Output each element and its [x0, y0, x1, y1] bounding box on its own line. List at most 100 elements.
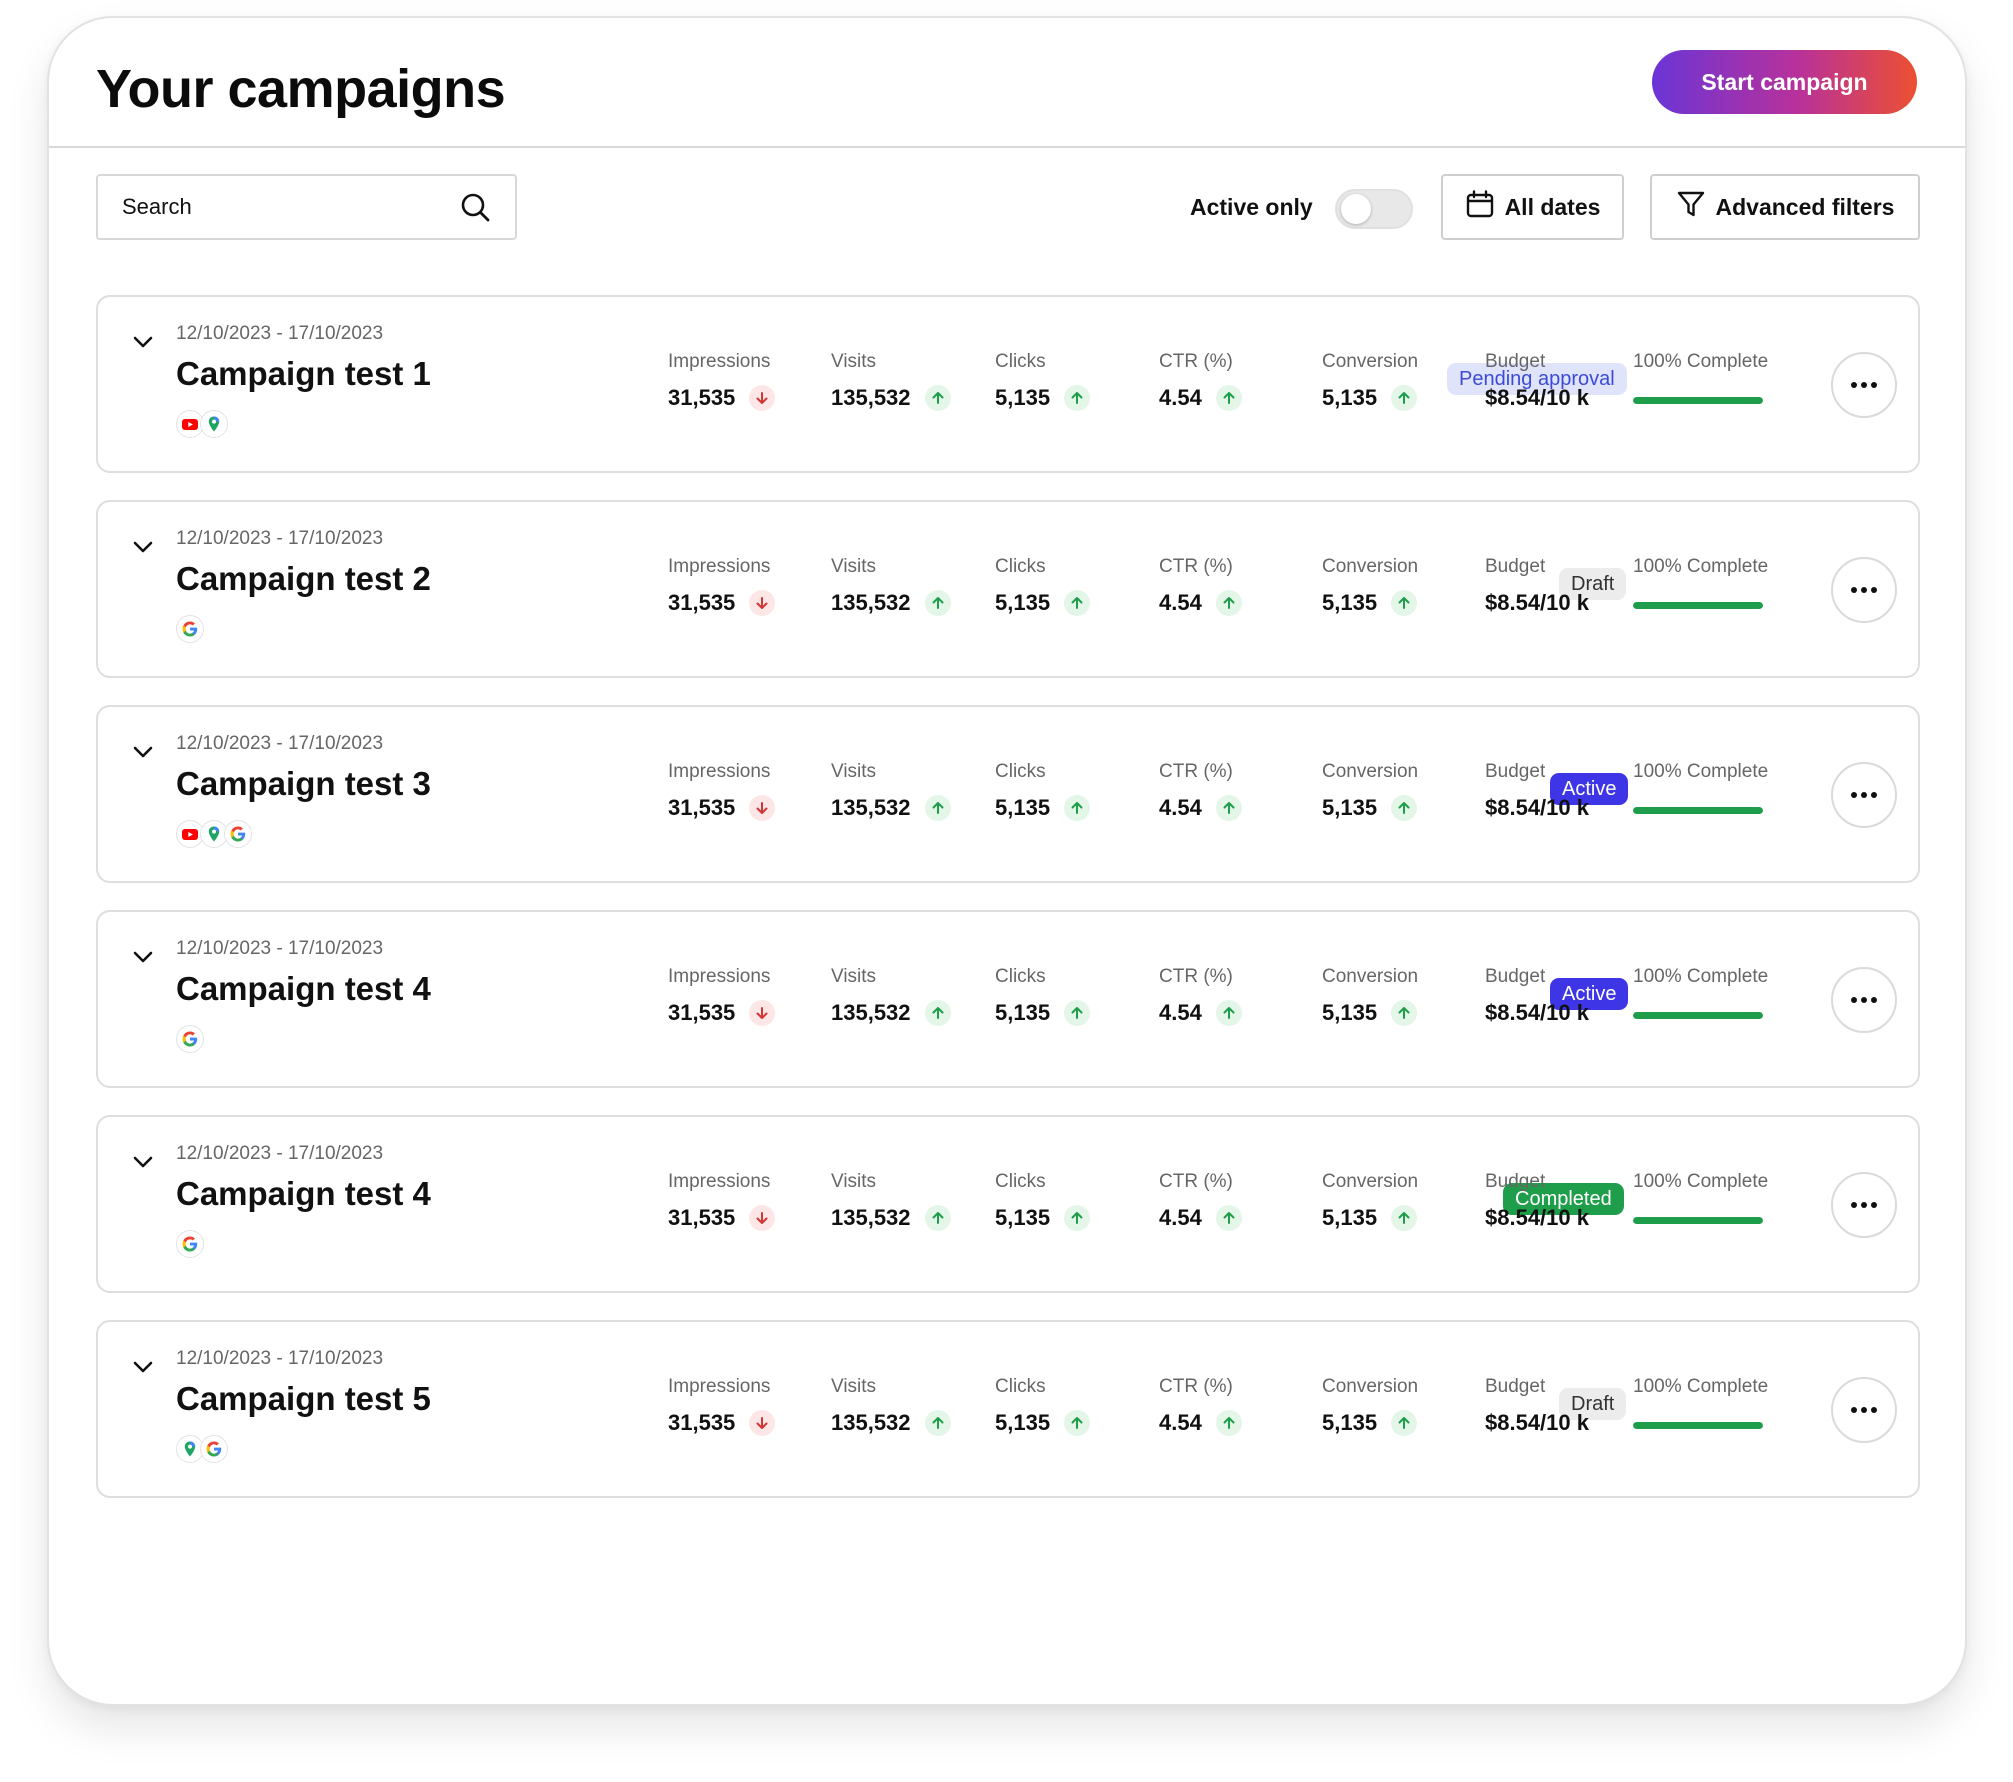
metric-label: Impressions [668, 761, 771, 782]
metric-label: Conversion [1322, 351, 1419, 372]
metric-value: 5,135 [995, 1000, 1091, 1026]
status-badge: Draft [1559, 1388, 1627, 1420]
campaign-card[interactable]: 12/10/2023 - 17/10/2023 Campaign test 4 Ac… [96, 910, 1920, 1088]
progress-block: 100% Complete [1633, 1376, 1768, 1429]
trend-up-arrow-icon [1215, 795, 1242, 821]
metric-label: Clicks [995, 351, 1046, 372]
campaign-card[interactable]: 12/10/2023 - 17/10/2023 Campaign test 1 Pe… [96, 295, 1920, 473]
metric-number: 31,535 [668, 590, 736, 615]
metric-value: 5,135 [1322, 1410, 1418, 1436]
campaign-card[interactable]: 12/10/2023 - 17/10/2023 Campaign test 3 Ac… [96, 705, 1920, 883]
metric-value: 5,135 [1322, 1000, 1418, 1026]
all-dates-button[interactable]: All dates [1441, 174, 1624, 240]
start-campaign-button[interactable]: Start campaign [1652, 50, 1917, 114]
campaign-card[interactable]: 12/10/2023 - 17/10/2023 Campaign test 2 Dr… [96, 500, 1920, 678]
metric-label: Clicks [995, 966, 1046, 987]
metric-value: 135,532 [831, 795, 951, 821]
page-title: Your campaigns [96, 59, 506, 119]
campaign-date-range: 12/10/2023 - 17/10/2023 [176, 1348, 384, 1369]
channel-icons [176, 410, 228, 438]
expand-chevron-icon[interactable] [128, 942, 158, 972]
status-badge: Active [1550, 773, 1629, 805]
search-icon[interactable] [459, 191, 491, 223]
status-badge: Active [1550, 978, 1629, 1010]
trend-down-arrow-icon [749, 1205, 776, 1231]
progress-bar [1633, 1217, 1763, 1224]
metric-label: Conversion [1322, 1171, 1419, 1192]
expand-chevron-icon[interactable] [128, 1352, 158, 1382]
active-only-toggle[interactable] [1335, 189, 1413, 229]
metric-number: 5,135 [995, 1410, 1051, 1435]
metric-impressions: Impressions 31,535 [668, 1171, 776, 1231]
page-header: Your campaigns Start campaign [49, 18, 1965, 148]
metric-label: CTR (%) [1159, 1376, 1233, 1397]
metric-number: 4.54 [1159, 1410, 1202, 1435]
trend-up-arrow-icon [1391, 590, 1418, 616]
campaign-name: Campaign test 4 [176, 1175, 431, 1212]
metric-clicks: Clicks 5,135 [995, 1171, 1091, 1231]
expand-chevron-icon[interactable] [128, 327, 158, 357]
metric-number: 135,532 [831, 1000, 911, 1025]
metric-number: 5,135 [995, 795, 1051, 820]
more-options-button[interactable] [1831, 557, 1897, 623]
progress-fill [1633, 1422, 1763, 1429]
progress-bar [1633, 1422, 1763, 1429]
metric-number: 135,532 [831, 385, 911, 410]
advanced-filters-button[interactable]: Advanced filters [1650, 174, 1920, 240]
progress-block: 100% Complete [1633, 556, 1768, 609]
google-icon [176, 1230, 204, 1258]
google-icon [224, 820, 252, 848]
metric-label: Visits [831, 1171, 877, 1192]
budget-value: $8.54/10 k [1485, 795, 1589, 820]
campaign-card[interactable]: 12/10/2023 - 17/10/2023 Campaign test 4 Co… [96, 1115, 1920, 1293]
more-options-button[interactable] [1831, 967, 1897, 1033]
more-options-button[interactable] [1831, 762, 1897, 828]
metric-number: 4.54 [1159, 1205, 1202, 1230]
google-icon [176, 615, 204, 643]
metric-value: 135,532 [831, 1000, 951, 1026]
progress-block: 100% Complete [1633, 351, 1768, 404]
metric-value: 4.54 [1159, 1205, 1242, 1231]
metric-label: Visits [831, 351, 877, 372]
expand-chevron-icon[interactable] [128, 737, 158, 767]
metric-value: 5,135 [1322, 385, 1418, 411]
campaign-name: Campaign test 3 [176, 765, 431, 802]
progress-label: 100% Complete [1633, 1376, 1769, 1397]
expand-chevron-icon[interactable] [128, 532, 158, 562]
more-options-button[interactable] [1831, 1377, 1897, 1443]
expand-chevron-icon[interactable] [128, 1147, 158, 1177]
trend-down-arrow-icon [749, 1410, 776, 1436]
more-options-button[interactable] [1831, 1172, 1897, 1238]
progress-block: 100% Complete [1633, 1171, 1768, 1224]
metric-label: Impressions [668, 351, 771, 372]
metric-ctr: CTR (%) 4.54 [1159, 966, 1242, 1026]
active-only-label: Active only [1190, 194, 1313, 220]
metric-impressions: Impressions 31,535 [668, 556, 776, 616]
metric-ctr: CTR (%) 4.54 [1159, 556, 1242, 616]
channel-icons [176, 1230, 204, 1258]
metric-value: 31,535 [668, 1410, 776, 1436]
channel-icons [176, 1435, 228, 1463]
metric-value: 135,532 [831, 1410, 951, 1436]
metric-value: 5,135 [995, 385, 1091, 411]
calendar-icon [1465, 189, 1495, 225]
metric-value: 31,535 [668, 1205, 776, 1231]
ellipsis-icon [1850, 381, 1878, 389]
campaign-card[interactable]: 12/10/2023 - 17/10/2023 Campaign test 5 Dr… [96, 1320, 1920, 1498]
progress-bar [1633, 397, 1763, 404]
metric-value: 4.54 [1159, 1000, 1242, 1026]
metric-label: Visits [831, 1376, 877, 1397]
metric-value: 135,532 [831, 590, 951, 616]
search-input[interactable]: Search [96, 174, 517, 240]
all-dates-label: All dates [1504, 193, 1601, 220]
metric-label: Budget [1485, 351, 1546, 372]
metric-budget: Budget $8.54/10 k [1485, 556, 1589, 616]
metric-label: Impressions [668, 1171, 771, 1192]
channel-icons [176, 1025, 204, 1053]
more-options-button[interactable] [1831, 352, 1897, 418]
metric-number: 31,535 [668, 385, 736, 410]
metric-label: Budget [1485, 1376, 1546, 1397]
metric-number: 5,135 [1322, 590, 1378, 615]
metric-budget: Budget $8.54/10 k [1485, 1376, 1589, 1436]
channel-icons [176, 615, 204, 643]
